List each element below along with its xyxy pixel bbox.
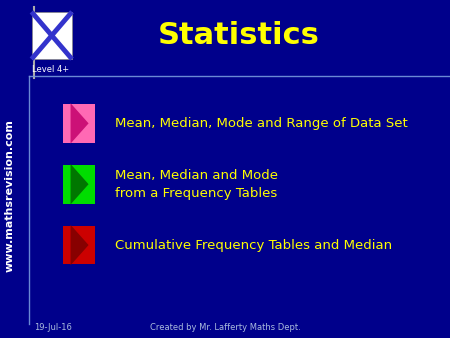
Polygon shape <box>71 164 89 204</box>
FancyBboxPatch shape <box>63 226 94 264</box>
Text: 19-Jul-16: 19-Jul-16 <box>34 323 72 332</box>
FancyBboxPatch shape <box>32 12 72 59</box>
FancyBboxPatch shape <box>63 104 94 143</box>
Text: www.mathsrevision.com: www.mathsrevision.com <box>5 120 15 272</box>
Text: Created by Mr. Lafferty Maths Dept.: Created by Mr. Lafferty Maths Dept. <box>149 323 301 332</box>
FancyBboxPatch shape <box>63 165 94 203</box>
Text: Mean, Median, Mode and Range of Data Set: Mean, Median, Mode and Range of Data Set <box>115 117 408 130</box>
Text: Level 4+: Level 4+ <box>32 65 68 74</box>
Polygon shape <box>71 103 89 144</box>
Text: Mean, Median and Mode
from a Frequency Tables: Mean, Median and Mode from a Frequency T… <box>115 169 278 200</box>
Polygon shape <box>71 225 89 265</box>
Text: Statistics: Statistics <box>158 21 320 50</box>
Text: Cumulative Frequency Tables and Median: Cumulative Frequency Tables and Median <box>115 239 392 251</box>
